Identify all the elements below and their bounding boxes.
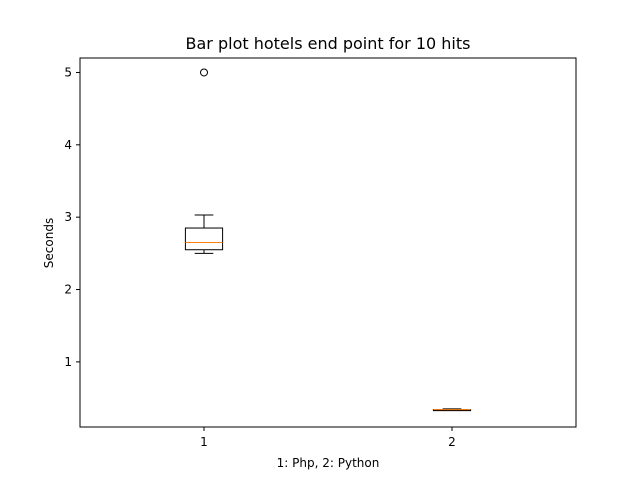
y-tick-label: 3 (64, 210, 72, 224)
x-tick-label: 2 (448, 435, 456, 449)
y-tick-label: 4 (64, 138, 72, 152)
x-tick-label: 1 (200, 435, 208, 449)
box-iqr (184, 227, 224, 251)
outlier-point (200, 68, 208, 77)
y-axis: 1 2 3 4 5 (64, 65, 80, 369)
box-series (184, 68, 472, 412)
x-axis-label: 1: Php, 2: Python (277, 456, 380, 470)
y-tick-label: 5 (64, 65, 72, 79)
y-tick-label: 1 (64, 355, 72, 369)
y-axis-label: Seconds (42, 218, 56, 268)
y-tick-label: 2 (64, 283, 72, 297)
plot-area (79, 57, 577, 428)
chart-title: Bar plot hotels end point for 10 hits (186, 34, 471, 53)
box-group-1 (184, 68, 224, 254)
box-group-2 (432, 408, 472, 412)
